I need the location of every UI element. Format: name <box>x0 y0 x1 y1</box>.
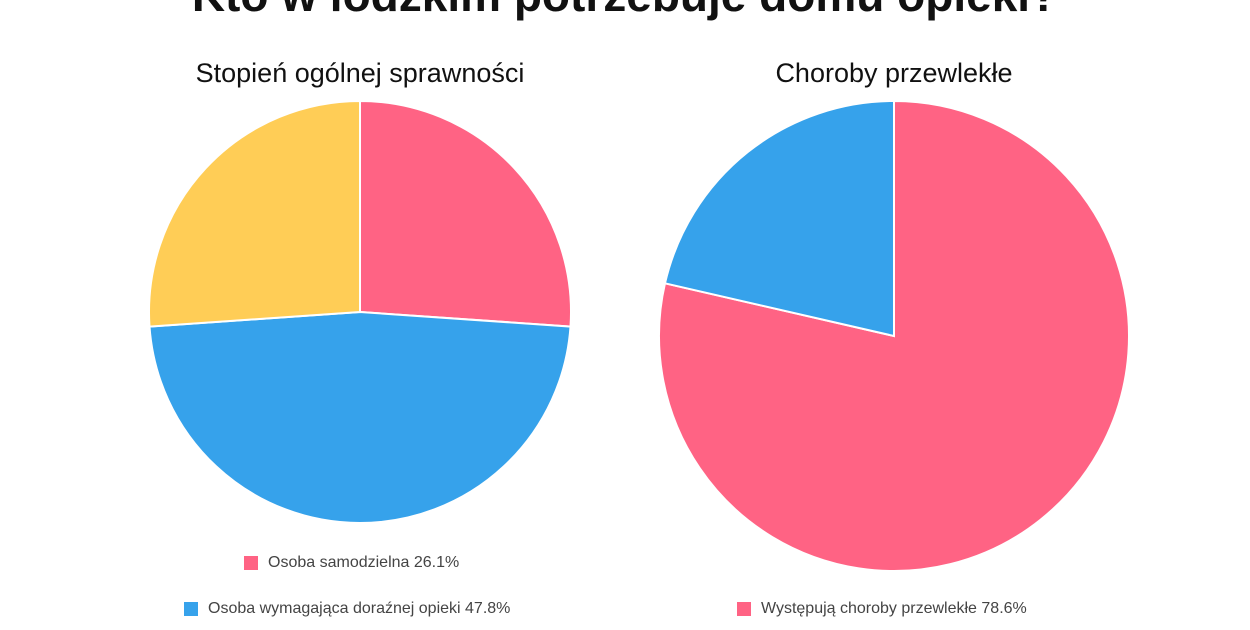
legend-label: Występują choroby przewlekłe 78.6% <box>761 600 1027 617</box>
legend-item-independent[interactable]: Osoba samodzielna 26.1% <box>244 554 459 572</box>
chart-title-chronic: Choroby przewlekłe <box>775 58 1013 88</box>
pie-slice-fitness-0[interactable] <box>359 99 572 328</box>
chart-title-fitness: Stopień ogólnej sprawności <box>195 58 525 88</box>
legend-label: Osoba wymagająca doraźnej opieki 47.8% <box>208 600 511 617</box>
legend-item-occasional-care[interactable]: Osoba wymagająca doraźnej opieki 47.8% <box>184 600 510 618</box>
legend-swatch-blue <box>184 602 198 616</box>
legend-item-chronic[interactable]: Występują choroby przewlekłe 78.6% <box>737 600 1027 618</box>
legend-label: Osoba samodzielna 26.1% <box>268 554 460 571</box>
pie-slice-fitness-2[interactable] <box>148 99 361 328</box>
page-title: Kto w łódzkim potrzebuje domu opieki? <box>0 0 1250 18</box>
legend-swatch-pink <box>244 556 258 570</box>
legend-swatch-pink <box>737 602 751 616</box>
pie-slice-chronic-1[interactable] <box>663 99 895 338</box>
pie-slice-fitness-1[interactable] <box>148 310 572 524</box>
